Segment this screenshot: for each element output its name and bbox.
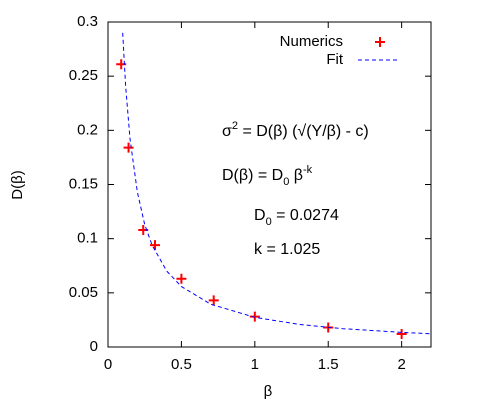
annotation-part: = 0.0274 [272, 207, 339, 224]
data-point [249, 311, 260, 322]
y-tick-label: 0.1 [77, 230, 98, 247]
legend-label: Fit [326, 51, 343, 68]
data-point [208, 295, 219, 306]
annotation-part: β [289, 167, 303, 184]
data-point [149, 240, 160, 251]
y-tick-label: 0.05 [69, 284, 98, 301]
annotation-part: σ [222, 123, 232, 140]
annotation-part: -k [303, 164, 313, 176]
y-tick-label: 0.3 [77, 13, 98, 30]
y-tick-label: 0.25 [69, 67, 98, 84]
annotation-part: = D(β) (√(Y/β) - c) [238, 123, 369, 140]
annotation: D0 = 0.0274 [254, 207, 339, 228]
legend-label: Numerics [280, 33, 343, 50]
annotation: σ2 = D(β) (√(Y/β) - c) [222, 120, 369, 140]
y-tick-label: 0 [90, 338, 98, 355]
data-point [123, 142, 134, 153]
annotation: D(β) = D0 β-k [222, 164, 313, 188]
plot-frame [107, 21, 432, 348]
x-axis-label: β [264, 383, 273, 400]
y-axis-label: D(β) [9, 170, 26, 199]
x-tick-label: 1.5 [318, 356, 339, 373]
annotation-part: 0 [266, 216, 272, 228]
annotation-part: D(β) = D [222, 167, 283, 184]
annotation-part: 2 [232, 120, 238, 132]
y-tick-label: 0.2 [77, 121, 98, 138]
x-tick-label: 0 [104, 356, 112, 373]
data-point [176, 273, 187, 284]
x-tick-label: 1 [251, 356, 259, 373]
data-point [396, 329, 407, 339]
y-tick-label: 0.15 [69, 175, 98, 192]
x-tick-label: 0.5 [171, 356, 192, 373]
legend-marker [375, 37, 385, 47]
fit-line [122, 32, 432, 335]
annotation-part: k = 1.025 [254, 241, 320, 258]
x-tick-label: 2 [397, 356, 405, 373]
annotation-part: 0 [283, 176, 289, 188]
annotation-part: D [254, 207, 266, 224]
annotation: k = 1.025 [254, 241, 320, 258]
